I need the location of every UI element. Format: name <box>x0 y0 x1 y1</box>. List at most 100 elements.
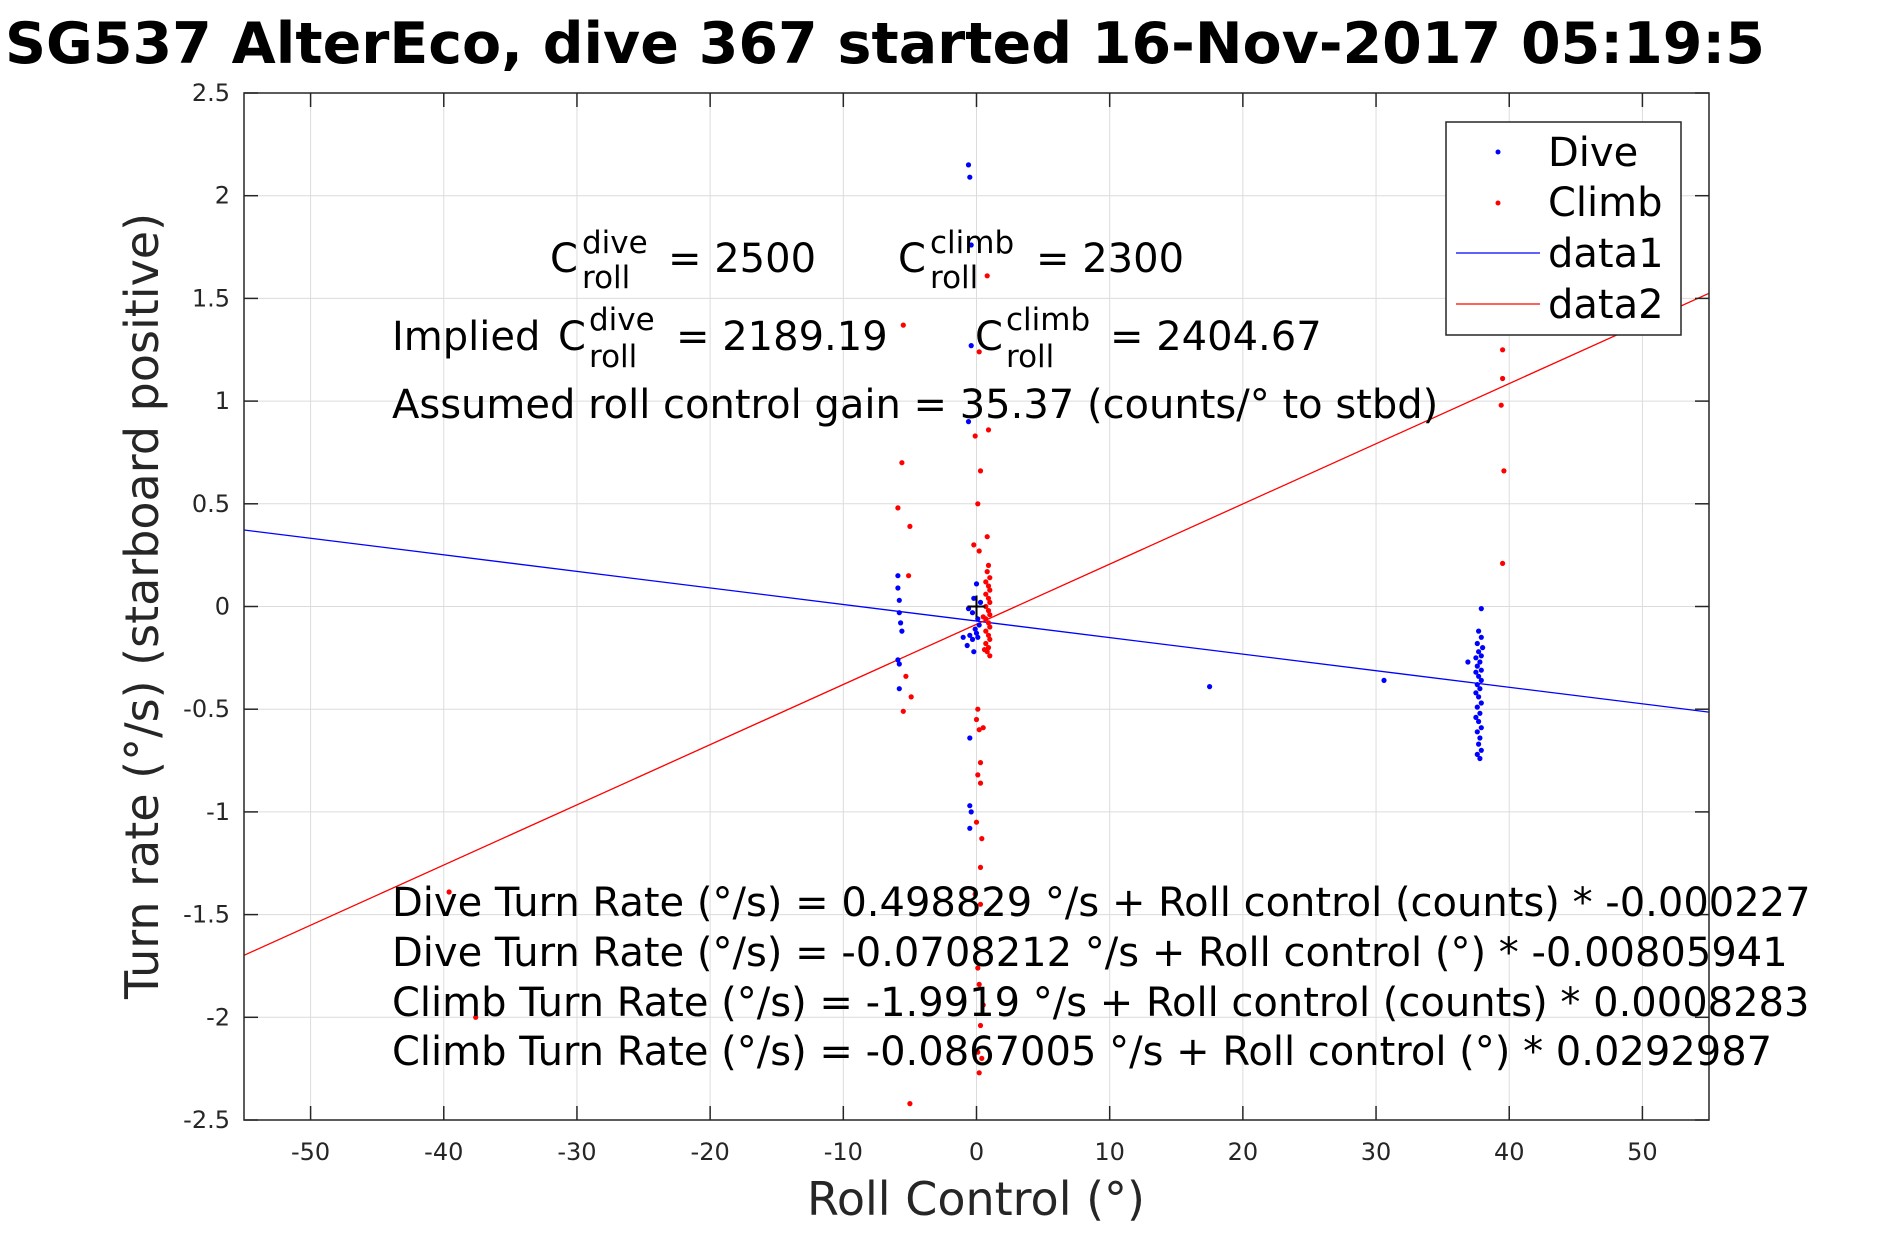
implied-climb-sub: roll <box>1006 339 1054 375</box>
dive-point <box>1478 677 1484 684</box>
svg-text:Implied: Implied <box>392 314 553 360</box>
x-tick-labels: -50 -40 -30 -20 -10 0 10 20 30 40 50 <box>291 1138 1658 1166</box>
svg-text:C: C <box>558 314 586 360</box>
climb-point <box>972 433 978 439</box>
implied-dive-base: C <box>558 314 586 360</box>
climb-point <box>981 647 988 653</box>
climb-point <box>977 780 984 786</box>
fit-equation-4: Climb Turn Rate (°/s) = -0.0867005 °/s +… <box>392 1029 1772 1075</box>
roll-gain-annotation: Assumed roll control gain = 35.37 (count… <box>392 382 1438 428</box>
climb-point <box>985 608 992 614</box>
implied-climb-base: C <box>975 314 1003 360</box>
climb-point <box>906 573 912 579</box>
x-tick-label: 10 <box>1094 1138 1125 1166</box>
svg-text:= 2300: = 2300 <box>1036 236 1184 282</box>
x-tick-label: -40 <box>424 1138 463 1166</box>
c-roll-climb-value: = 2300 <box>1036 236 1184 282</box>
c-roll-dive-value: = 2500 <box>668 236 816 282</box>
legend-item-data1: data1 <box>1456 231 1664 277</box>
c-roll-climb-base: C <box>898 236 926 282</box>
climb-point <box>473 1014 479 1020</box>
dive-point <box>1477 686 1483 692</box>
x-tick-label: 30 <box>1361 1138 1392 1166</box>
climb-point <box>977 1022 984 1029</box>
dive-point <box>895 573 901 579</box>
dive-point <box>1477 735 1483 741</box>
climb-point <box>907 523 913 530</box>
climb-point <box>985 620 992 626</box>
legend-dive-marker <box>1495 149 1501 155</box>
climb-point <box>987 612 993 618</box>
climb-point <box>907 1101 913 1107</box>
dive-point <box>896 597 902 603</box>
climb-point <box>987 653 993 659</box>
svg-text:C: C <box>898 236 926 282</box>
dive-point <box>964 642 970 649</box>
climb-point <box>975 501 981 507</box>
c-roll-climb-annotation: C climb roll = 2300 <box>898 225 1184 296</box>
x-tick-label: 20 <box>1228 1138 1259 1166</box>
climb-point <box>976 349 982 355</box>
climb-point <box>900 322 906 328</box>
svg-text:C: C <box>550 236 578 282</box>
data2-series-line <box>244 292 1709 956</box>
climb-point <box>977 760 984 766</box>
dive-point <box>967 735 973 741</box>
climb-point <box>987 599 993 606</box>
climb-point <box>987 636 993 643</box>
climb-point <box>975 706 981 712</box>
climb-point <box>973 716 980 723</box>
dive-point <box>973 630 980 636</box>
svg-text:roll: roll <box>930 260 978 296</box>
y-tick-label: 2.5 <box>192 79 230 107</box>
climb-point <box>984 273 990 279</box>
svg-text:climb: climb <box>1006 302 1090 338</box>
dive-point <box>1478 606 1484 612</box>
climb-point <box>976 727 982 733</box>
climb-point <box>977 864 984 871</box>
dive-point <box>896 661 902 667</box>
y-tick-label: 2 <box>215 182 230 210</box>
dive-point <box>896 686 902 692</box>
x-tick-label: -50 <box>291 1138 330 1166</box>
climb-point <box>987 575 993 581</box>
climb-point <box>975 965 981 971</box>
legend-climb-label: Climb <box>1548 180 1663 226</box>
dive-point <box>1477 659 1483 665</box>
climb-point <box>987 587 993 593</box>
implied-climb-value: = 2404.67 <box>1110 314 1322 360</box>
x-tick-label: 50 <box>1627 1138 1658 1166</box>
climb-point <box>985 645 992 651</box>
legend: Dive Climb data1 data2 <box>1445 121 1682 336</box>
climb-point <box>446 889 452 895</box>
x-tick-label: 0 <box>969 1138 984 1166</box>
dive-point <box>896 610 902 616</box>
y-tick-label: -1.5 <box>183 901 230 929</box>
dive-point <box>969 610 976 616</box>
climb-point <box>1500 560 1506 567</box>
dive-point <box>1474 682 1480 688</box>
dive-point <box>971 595 977 601</box>
climb-point <box>972 891 978 897</box>
climb-point <box>977 468 984 474</box>
c-roll-climb-sub: roll <box>930 260 978 296</box>
implied-dive-value: = 2189.19 <box>676 314 888 360</box>
climb-point <box>983 640 989 647</box>
climb-point <box>985 632 992 638</box>
dive-point <box>960 634 966 640</box>
dive-point <box>965 419 972 425</box>
dive-point <box>1474 704 1480 710</box>
svg-text:roll: roll <box>589 339 637 375</box>
climb-point <box>899 460 905 466</box>
dive-point <box>1476 718 1482 725</box>
dive-point <box>1478 747 1484 753</box>
climb-point <box>977 901 984 907</box>
svg-text:roll: roll <box>1006 339 1054 375</box>
x-tick-label: -30 <box>557 1138 596 1166</box>
implied-dive-sup: dive <box>589 302 655 338</box>
data-points <box>446 162 1507 1107</box>
climb-point <box>1501 468 1507 474</box>
x-axis-label: Roll Control (°) <box>807 1172 1145 1226</box>
svg-text:dive: dive <box>589 302 655 338</box>
climb-point <box>971 542 977 548</box>
